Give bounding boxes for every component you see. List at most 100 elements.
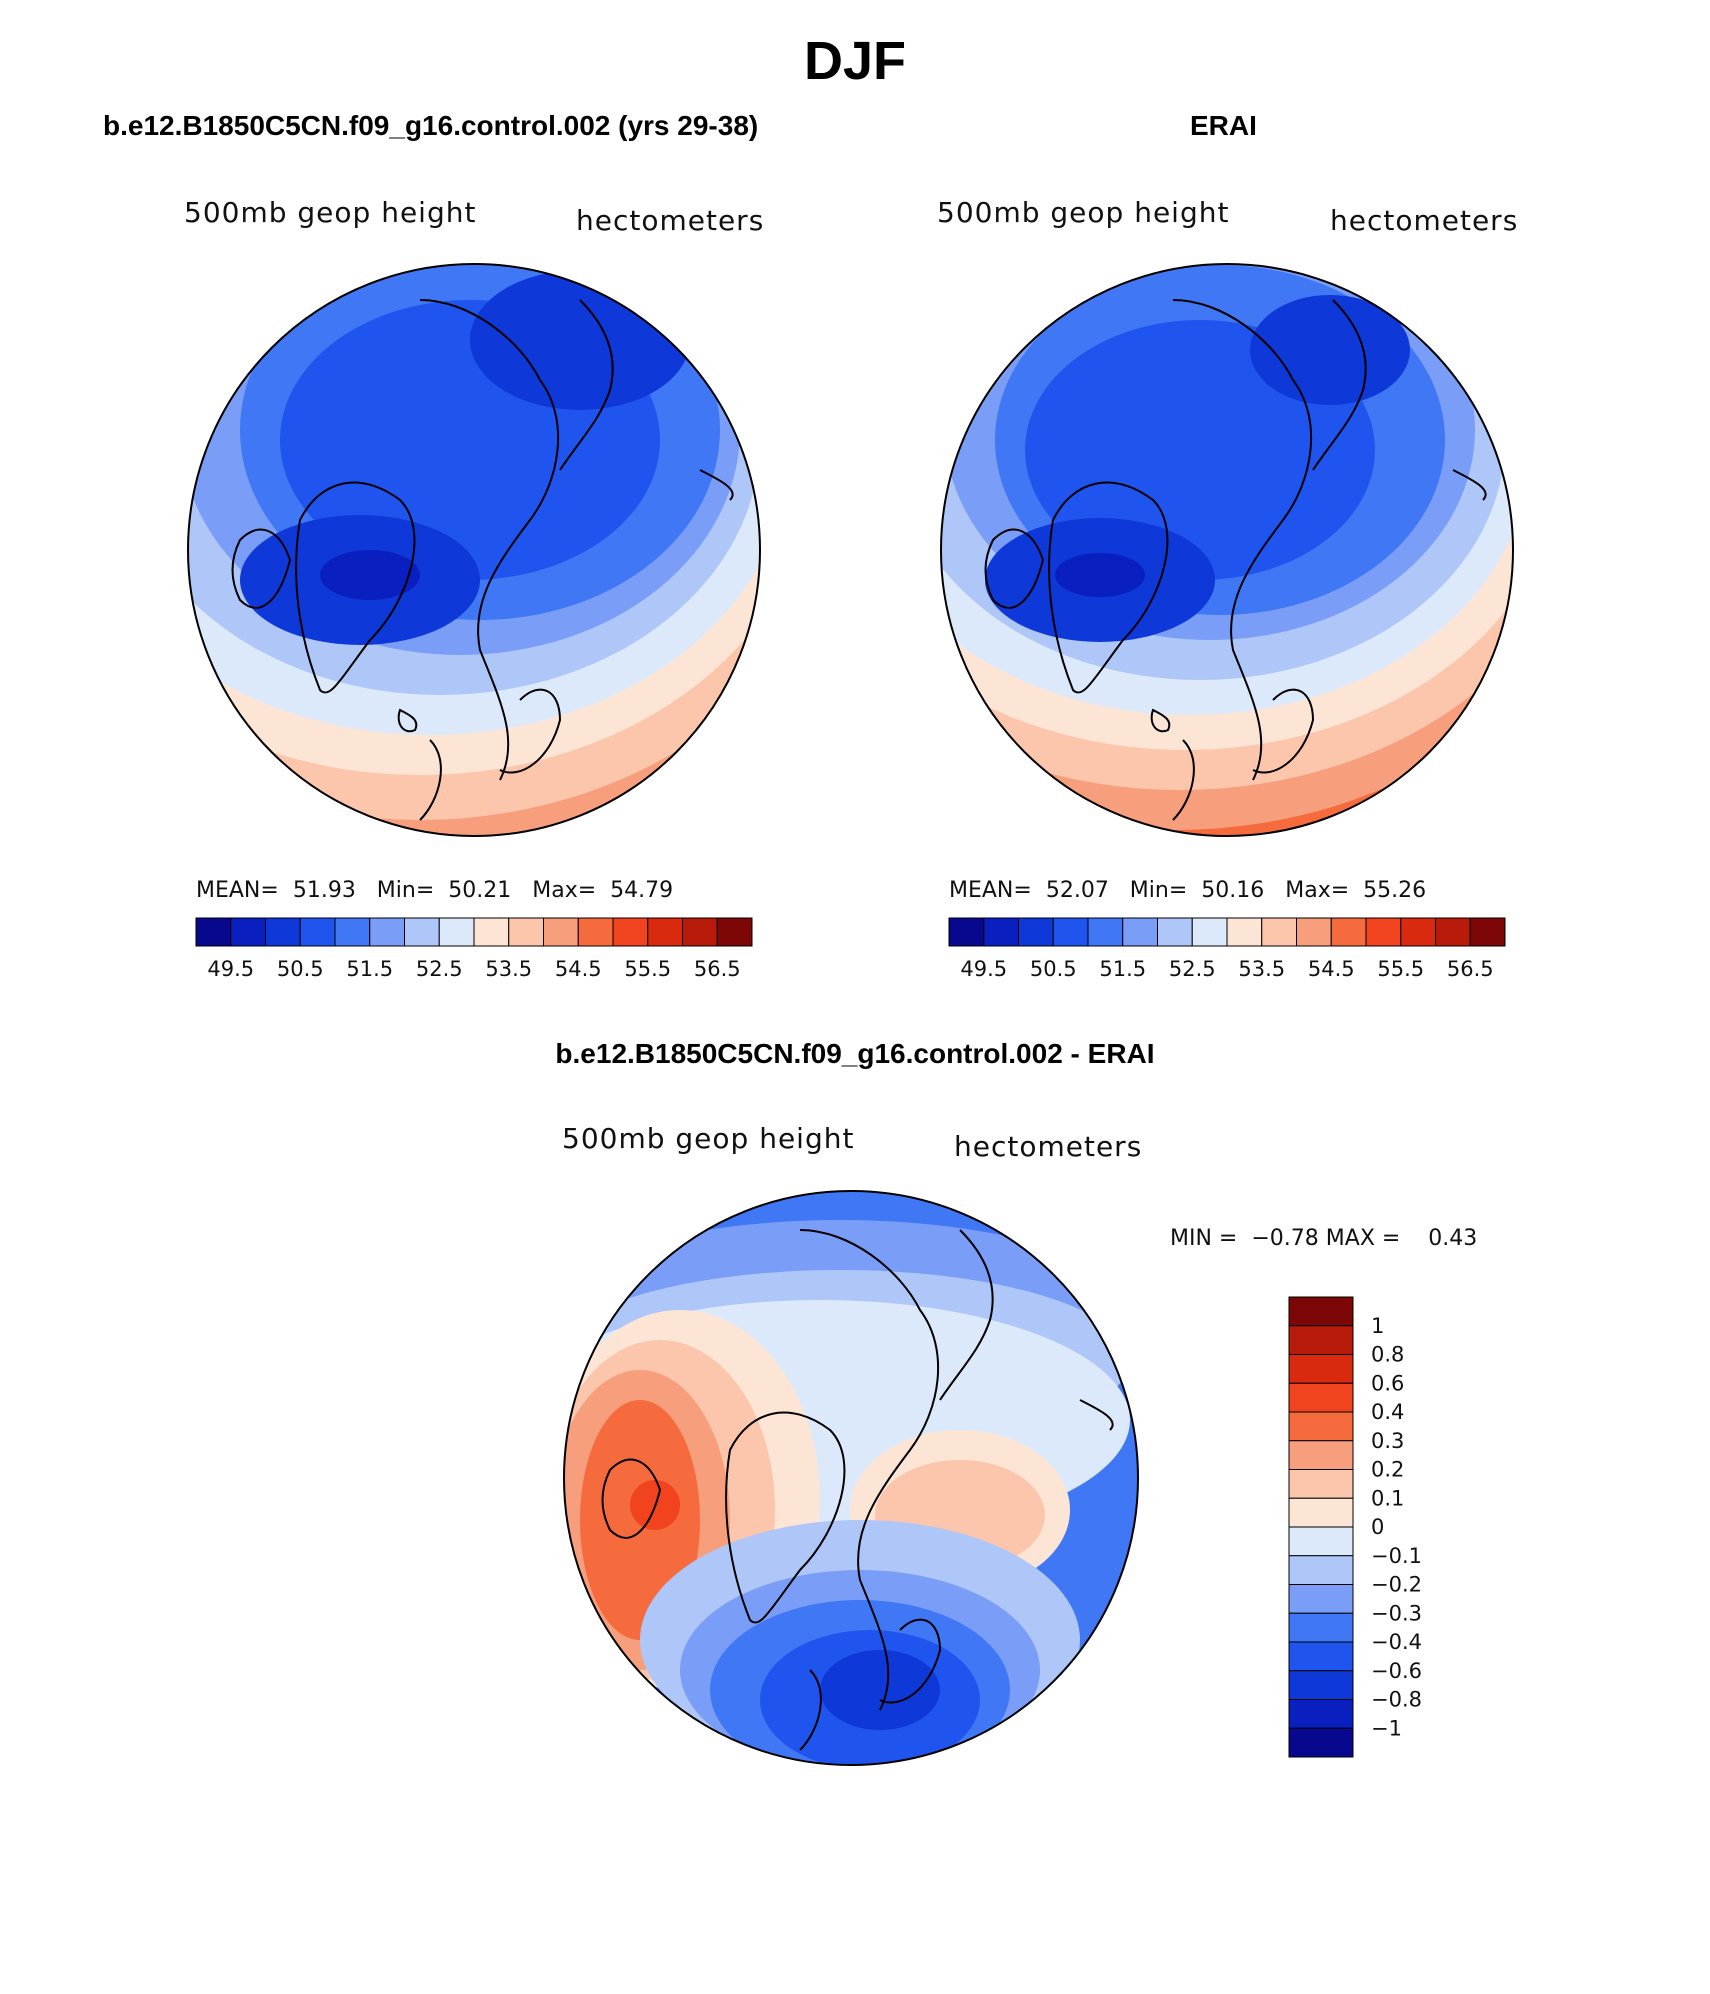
obs-colorbar-swatch — [1087, 917, 1124, 947]
obs-field-label: 500mb geop height — [937, 196, 1230, 229]
obs-colorbar-swatch — [1018, 917, 1054, 947]
obs-max-label: Max= — [1285, 878, 1350, 903]
diff-colorbar-swatch — [1288, 1469, 1354, 1499]
diff-colorbar-swatch — [1288, 1440, 1354, 1470]
diff-colorbar-swatch — [1288, 1325, 1354, 1355]
diff-colorbar-tick-label: 0.3 — [1371, 1429, 1404, 1453]
diff-colorbar-tick-label: 0.6 — [1371, 1371, 1404, 1395]
obs-min-label: Min= — [1129, 878, 1188, 903]
diff-colorbar-swatch — [1288, 1641, 1354, 1672]
model-colorbar-swatch — [369, 917, 405, 947]
obs-colorbar-swatch — [1435, 917, 1471, 947]
diff-colorbar-swatch — [1288, 1727, 1354, 1758]
model-colorbar-tick-label: 50.5 — [277, 957, 324, 981]
diff-stats: MIN = −0.78 MAX = 0.43 — [1170, 1226, 1477, 1251]
figure-title: DJF — [803, 31, 906, 91]
model-colorbar-tick-label: 51.5 — [346, 957, 393, 981]
obs-mean-label: MEAN= — [949, 878, 1032, 903]
diff-colorbar-swatch — [1288, 1382, 1354, 1413]
diff-colorbar-tick-label: −0.4 — [1371, 1630, 1422, 1654]
diff-map — [564, 1191, 1138, 1765]
obs-colorbar-swatch — [1296, 917, 1332, 947]
obs-colorbar: 49.5 50.5 51.5 52.5 53.5 54.5 55.5 56.5 — [948, 917, 1506, 981]
model-colorbar-swatch — [195, 917, 232, 947]
model-max-value: 54.79 — [610, 878, 674, 903]
obs-colorbar-tick-label: 50.5 — [1030, 957, 1077, 981]
obs-colorbar-tick-label: 49.5 — [960, 957, 1007, 981]
obs-colorbar-swatch — [1330, 917, 1367, 947]
model-stats: MEAN= 51.93 Min= 50.21 Max= 54.79 — [196, 878, 673, 903]
model-colorbar-tick-label: 54.5 — [555, 957, 602, 981]
diff-colorbar-tick-label: −0.3 — [1371, 1601, 1422, 1625]
diff-colorbar-tick-label: 0.8 — [1371, 1343, 1404, 1367]
diff-colorbar-swatch — [1288, 1526, 1354, 1557]
diff-colorbar-tick-label: 0 — [1371, 1515, 1384, 1539]
diff-colorbar-tick-label: 1 — [1371, 1314, 1384, 1338]
obs-colorbar-swatch — [983, 917, 1019, 947]
obs-colorbar-swatch — [1469, 917, 1506, 947]
obs-stats: MEAN= 52.07 Min= 50.16 Max= 55.26 — [949, 878, 1426, 903]
model-map-border — [187, 263, 761, 837]
model-colorbar-swatch — [612, 917, 649, 947]
model-field-label: 500mb geop height — [184, 196, 477, 229]
obs-colorbar-swatch — [1157, 917, 1193, 947]
diff-colorbar-swatch — [1288, 1354, 1354, 1384]
model-colorbar-tick-label: 56.5 — [694, 957, 741, 981]
obs-max-value: 55.26 — [1363, 878, 1427, 903]
model-colorbar-swatch — [508, 917, 544, 947]
diff-colorbar-swatch — [1288, 1555, 1354, 1585]
model-mean-value: 51.93 — [292, 878, 356, 903]
model-colorbar-tick-label: 55.5 — [624, 957, 671, 981]
model-min-value: 50.21 — [448, 878, 512, 903]
model-colorbar-swatch — [473, 917, 510, 947]
diff-colorbar-tick-label: 0.1 — [1371, 1486, 1404, 1510]
model-map — [188, 264, 760, 836]
obs-colorbar-swatch — [1365, 917, 1402, 947]
diff-max-value: 0.43 — [1428, 1226, 1478, 1251]
obs-colorbar-tick-label: 54.5 — [1308, 957, 1355, 981]
diff-min-value: −0.78 — [1251, 1226, 1319, 1251]
model-colorbar-swatch — [543, 917, 579, 947]
obs-colorbar-swatch — [1052, 917, 1089, 947]
obs-colorbar-swatch — [1261, 917, 1297, 947]
diff-min-label: MIN = — [1170, 1226, 1238, 1251]
model-colorbar-swatch — [716, 917, 753, 947]
model-colorbar: 49.5 50.5 51.5 52.5 53.5 54.5 55.5 56.5 — [195, 917, 753, 981]
obs-colorbar-swatch — [1191, 917, 1228, 947]
diff-colorbar-swatch — [1288, 1699, 1354, 1729]
model-colorbar-swatch — [230, 917, 266, 947]
obs-colorbar-swatch — [1400, 917, 1436, 947]
obs-colorbar-swatch — [948, 917, 985, 947]
model-panel-title: b.e12.B1850C5CN.f09_g16.control.002 (yrs… — [103, 110, 759, 141]
obs-map — [941, 264, 1513, 836]
obs-map-border — [940, 263, 1514, 837]
model-colorbar-tick-label: 52.5 — [416, 957, 463, 981]
model-colorbar-swatch — [404, 917, 440, 947]
obs-colorbar-tick-label: 53.5 — [1238, 957, 1285, 981]
obs-panel-title: ERAI — [1190, 110, 1257, 141]
model-colorbar-swatch — [334, 917, 371, 947]
diff-colorbar-tick-label: −0.1 — [1371, 1544, 1422, 1568]
obs-colorbar-swatch — [1226, 917, 1263, 947]
obs-colorbar-tick-label: 52.5 — [1169, 957, 1216, 981]
diff-colorbar-swatch — [1288, 1584, 1354, 1614]
diff-colorbar-tick-label: −0.8 — [1371, 1688, 1422, 1712]
diff-colorbar-tick-label: −0.6 — [1371, 1659, 1422, 1683]
obs-colorbar-tick-label: 56.5 — [1447, 957, 1494, 981]
diff-field-label: 500mb geop height — [562, 1122, 855, 1155]
diff-colorbar-tick-label: 0.2 — [1371, 1458, 1404, 1482]
diff-colorbar-tick-label: −0.2 — [1371, 1573, 1422, 1597]
diff-colorbar-swatch — [1288, 1612, 1354, 1643]
diff-colorbar-tick-label: 0.4 — [1371, 1400, 1404, 1424]
model-colorbar-tick-label: 53.5 — [485, 957, 532, 981]
obs-colorbar-swatch — [1122, 917, 1158, 947]
model-units-label: hectometers — [576, 204, 765, 237]
model-colorbar-swatch — [682, 917, 718, 947]
diff-panel-title: b.e12.B1850C5CN.f09_g16.control.002 - ER… — [555, 1038, 1155, 1069]
diff-map-border — [563, 1190, 1139, 1766]
diff-colorbar-swatch — [1288, 1497, 1354, 1528]
obs-colorbar-tick-label: 55.5 — [1377, 957, 1424, 981]
obs-units-label: hectometers — [1330, 204, 1519, 237]
model-mean-label: MEAN= — [196, 878, 279, 903]
